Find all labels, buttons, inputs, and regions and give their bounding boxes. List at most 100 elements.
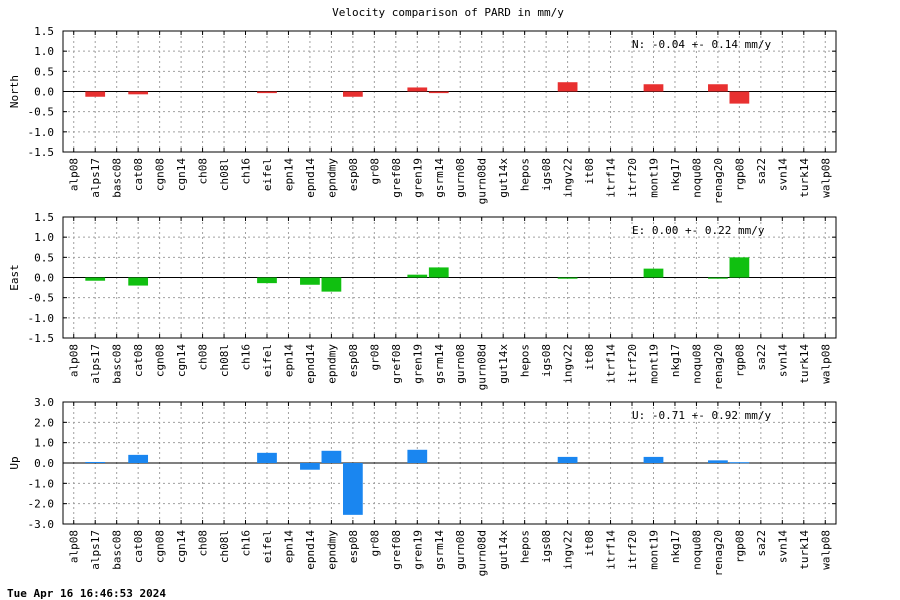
- y-tick-label: 1.0: [34, 437, 54, 450]
- x-tick-label: alp08: [68, 344, 81, 377]
- bar-gren19: [407, 87, 428, 92]
- y-tick-label: -0.5: [28, 106, 55, 119]
- x-tick-label: ch08l: [218, 344, 231, 377]
- x-tick-label: alps17: [89, 344, 102, 384]
- x-tick-label: itrf20: [626, 344, 639, 384]
- y-axis-label: North: [8, 75, 21, 108]
- x-tick-label: igs08: [540, 344, 553, 377]
- x-tick-label: rgp08: [733, 344, 746, 377]
- x-tick-label: eifel: [261, 158, 274, 191]
- x-tick-label: ingv22: [562, 158, 575, 198]
- x-tick-label: epndmy: [325, 158, 338, 198]
- x-tick-label: noqu08: [690, 530, 703, 570]
- x-tick-label: cgn08: [154, 344, 167, 377]
- x-tick-label: turk14: [798, 158, 811, 198]
- x-tick-label: gurn08d: [476, 530, 489, 576]
- x-tick-label: alp08: [68, 158, 81, 191]
- x-tick-label: it08: [583, 344, 596, 371]
- x-tick-label: epndmy: [325, 344, 338, 384]
- x-tick-label: ingv22: [562, 344, 575, 384]
- timestamp: Tue Apr 16 16:46:53 2024: [7, 587, 166, 600]
- x-tick-label: turk14: [798, 530, 811, 570]
- x-tick-label: ch08: [197, 344, 210, 371]
- y-axis-label: East: [8, 264, 21, 291]
- x-tick-label: gut14x: [497, 344, 510, 384]
- x-tick-label: renag20: [712, 530, 725, 576]
- x-tick-label: ch08l: [218, 530, 231, 563]
- x-tick-label: cgn14: [175, 530, 188, 563]
- bar-alps17: [85, 91, 106, 97]
- y-tick-label: 1.0: [34, 231, 54, 244]
- x-tick-label: gref08: [390, 344, 403, 384]
- x-tick-label: it08: [583, 158, 596, 185]
- x-tick-label: alp08: [68, 530, 81, 563]
- y-tick-label: 1.5: [34, 25, 54, 38]
- x-tick-label: epn14: [282, 530, 295, 563]
- x-tick-label: itrf20: [626, 158, 639, 198]
- x-tick-label: hepos: [519, 158, 532, 191]
- plot-frame: [62, 401, 837, 525]
- x-tick-label: ch08: [197, 530, 210, 557]
- x-tick-label: itrf14: [605, 158, 618, 198]
- x-tick-label: gren19: [411, 158, 424, 198]
- x-tick-label: basc08: [111, 530, 124, 570]
- x-tick-label: nkg17: [669, 344, 682, 377]
- x-tick-label: gurn08: [454, 344, 467, 384]
- x-tick-label: epn14: [282, 344, 295, 377]
- x-tick-label: gsrm14: [433, 158, 446, 198]
- x-tick-label: gren19: [411, 344, 424, 384]
- bar-gren19: [407, 449, 428, 463]
- y-tick-label: 0.0: [34, 272, 54, 285]
- bar-rgp08: [729, 462, 750, 464]
- chart-panels: -1.5 -1.0 -0.5 0.0 0.5 1.0 1.5 alp08 alps17 basc0…: [8, 25, 837, 576]
- x-tick-label: gr08: [368, 344, 381, 371]
- bar-renag20: [708, 277, 728, 279]
- x-tick-label: cat08: [132, 530, 145, 563]
- y-tick-label: 0.0: [34, 86, 54, 99]
- y-tick-label: 1.0: [34, 45, 54, 58]
- y-tick-label: 2.0: [34, 416, 54, 429]
- x-tick-label: cat08: [132, 158, 145, 191]
- bar-epnd14: [300, 277, 320, 285]
- x-tick-label: gut14x: [497, 530, 510, 570]
- x-tick-label: gref08: [390, 158, 403, 198]
- x-tick-label: itrf14: [605, 530, 618, 570]
- x-tick-label: turk14: [798, 344, 811, 384]
- y-tick-label: -1.0: [28, 312, 55, 325]
- bar-rgp08: [729, 91, 750, 104]
- panel-up: -3.0 -2.0 -1.0 0.0 1.0 2.0 3.0 alp08 alps17 basc0…: [8, 396, 837, 576]
- y-tick-label: -1.5: [28, 332, 55, 345]
- x-tick-label: ch08l: [218, 158, 231, 191]
- x-tick-label: esp08: [347, 158, 360, 191]
- bar-mont19: [643, 268, 664, 278]
- bar-esp08: [342, 463, 363, 515]
- x-tick-label: epnd14: [304, 530, 317, 570]
- x-tick-label: alps17: [89, 158, 102, 198]
- x-tick-label: mont19: [647, 344, 660, 384]
- bar-epnd14: [300, 463, 320, 470]
- x-tick-label: mont19: [647, 158, 660, 198]
- x-tick-label: rgp08: [733, 530, 746, 563]
- panel-north: -1.5 -1.0 -0.5 0.0 0.5 1.0 1.5 alp08 alps17 basc0…: [8, 25, 837, 204]
- bar-epndmy: [321, 450, 342, 463]
- bar-cat08: [128, 91, 149, 95]
- bar-renag20: [708, 84, 728, 92]
- x-tick-label: basc08: [111, 344, 124, 384]
- bar-epndmy: [321, 277, 342, 292]
- x-tick-label: it08: [583, 530, 596, 557]
- bar-ingv22: [557, 456, 578, 463]
- x-tick-label: alps17: [89, 530, 102, 570]
- x-tick-label: svn14: [776, 530, 789, 563]
- x-tick-label: gsrm14: [433, 344, 446, 384]
- bar-esp08: [342, 91, 363, 97]
- x-tick-label: nkg17: [669, 158, 682, 191]
- y-tick-label: -3.0: [28, 518, 55, 531]
- stat-text: N: -0.04 +- 0.14 mm/y: [632, 38, 771, 51]
- x-tick-label: cgn14: [175, 158, 188, 191]
- x-tick-label: cgn08: [154, 530, 167, 563]
- y-tick-label: -0.5: [28, 292, 55, 305]
- x-tick-label: walp08: [819, 530, 832, 570]
- x-tick-label: gsrm14: [433, 530, 446, 570]
- x-tick-label: gr08: [368, 158, 381, 185]
